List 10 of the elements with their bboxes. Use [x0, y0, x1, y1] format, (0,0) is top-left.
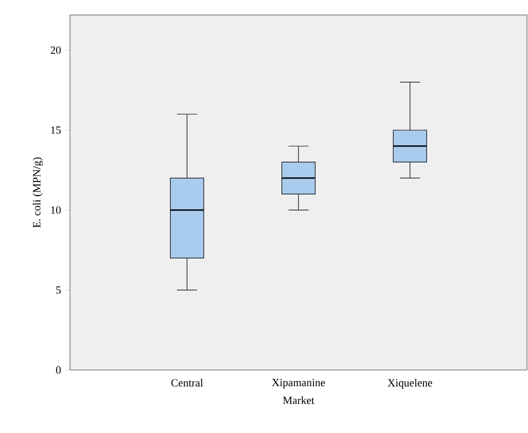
x-tick-label: Central [171, 378, 203, 387]
y-tick-label: 10 [51, 206, 61, 214]
y-axis-title: E. coli (MPN/g) [32, 158, 43, 228]
y-tick-label: 5 [56, 286, 61, 294]
y-tick-label: 15 [51, 126, 61, 134]
x-tick-label: Xiquelene [388, 378, 432, 389]
x-axis-title: Market [282, 396, 314, 404]
y-tick-label: 20 [50, 46, 61, 54]
x-tick-label: Xipamanine [272, 378, 325, 388]
y-tick-label: 0 [56, 366, 61, 374]
